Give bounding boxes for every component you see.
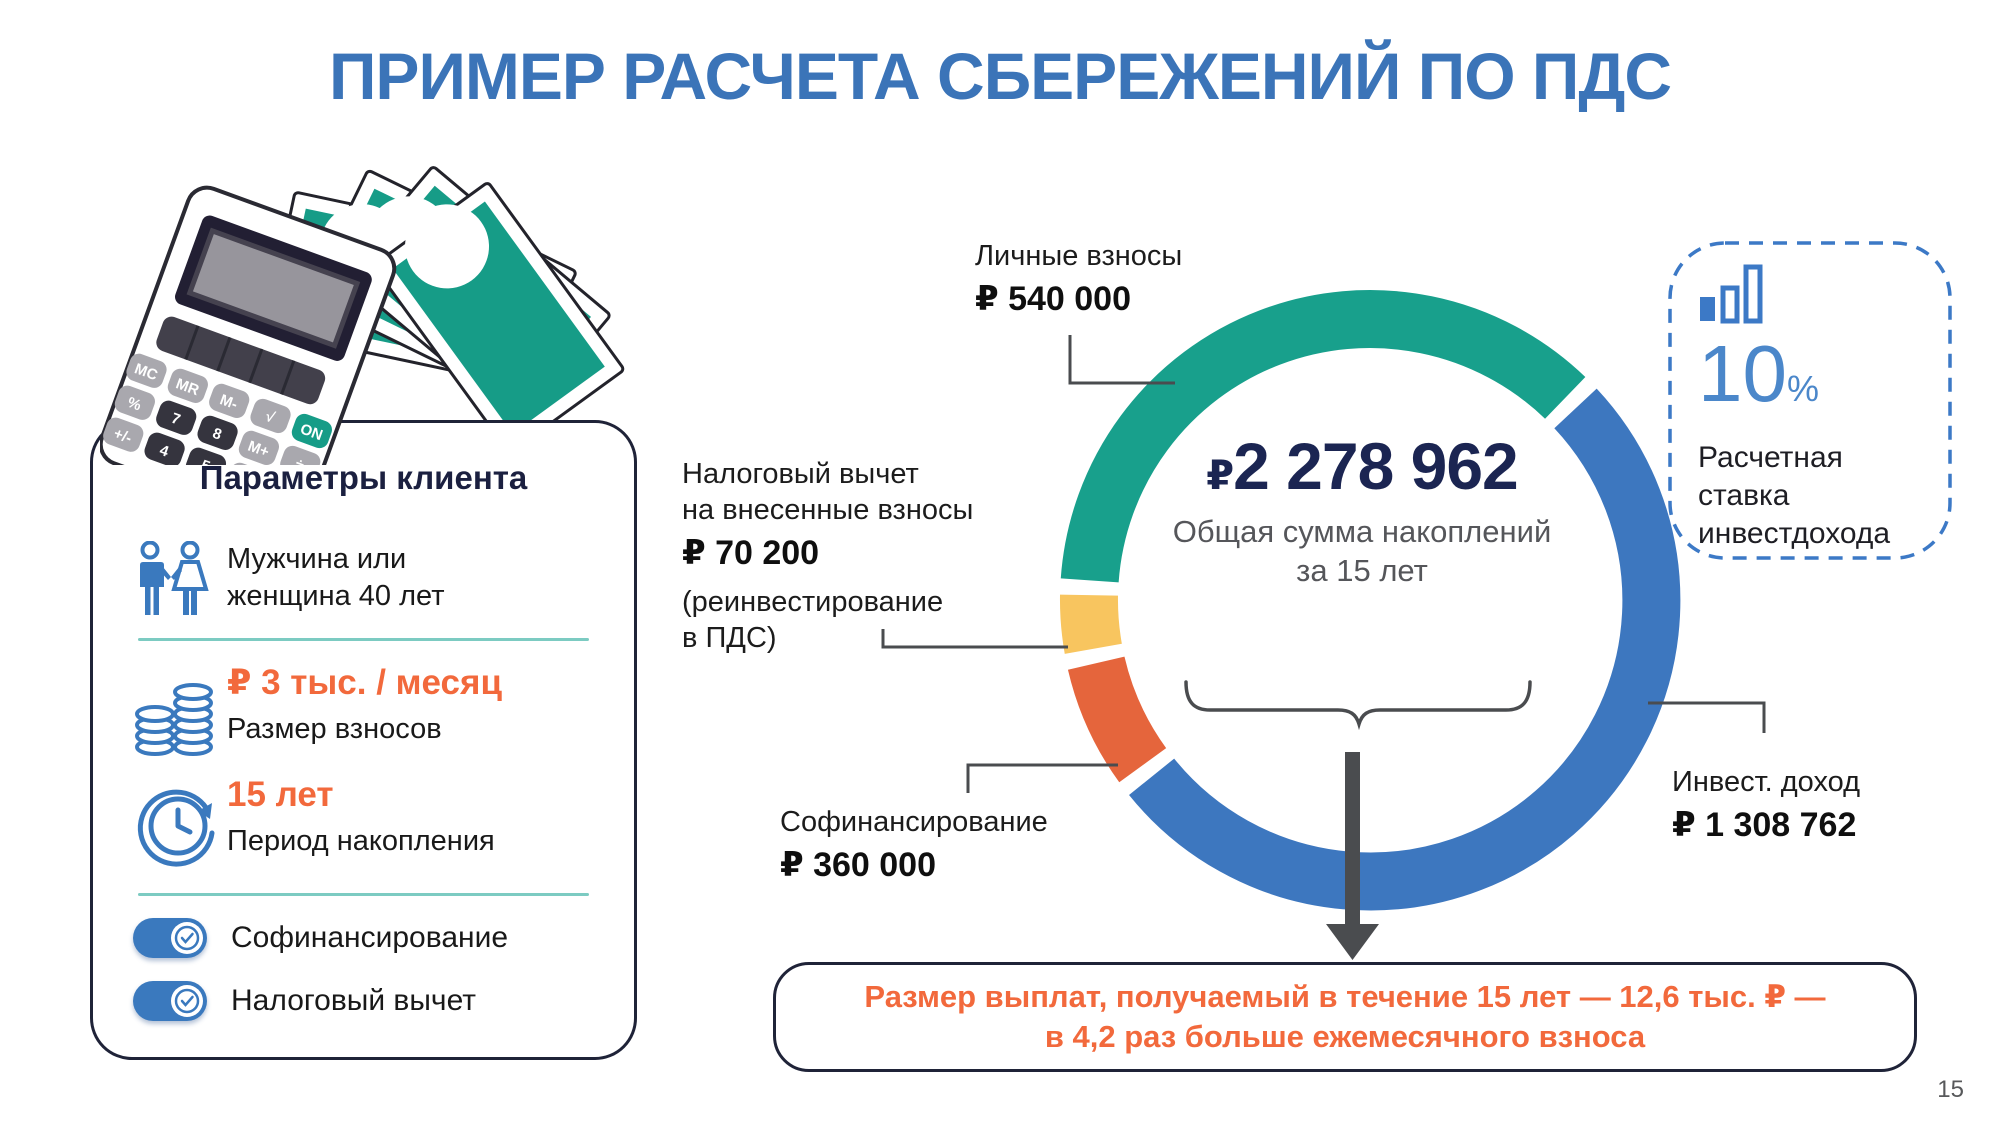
payout-summary-box: Размер выплат, получаемый в течение 15 л…: [773, 962, 1917, 1072]
donut-chart: [1060, 290, 1681, 911]
client-parameters-card: Параметры клиента Мужчина или женщина 40…: [90, 420, 637, 1060]
page-number: 15: [1937, 1076, 1964, 1103]
donut-center-text: ₽2 278 962 Общая сумма накоплений за 15 …: [1152, 428, 1572, 590]
tax-caption-line1: Налоговый вычет: [682, 458, 919, 490]
personal-connector: [1068, 335, 1175, 385]
client-age-line2: женщина 40 лет: [227, 580, 445, 612]
payout-line2: в 4,2 раз больше ежемесячного взноса: [1044, 1019, 1646, 1054]
total-caption-line1: Общая сумма накоплений: [1172, 514, 1552, 549]
cofinancing-toggle-row: Софинансирование: [133, 918, 508, 958]
man-woman-icon: [133, 540, 215, 624]
client-age-row: Мужчина или женщина 40 лет: [93, 540, 634, 641]
down-arrow: [1326, 752, 1379, 960]
period-value: 15 лет: [227, 775, 334, 814]
contribution-row: ₽ 3 тыс. / месяц Размер взносов: [93, 663, 634, 773]
banknote: [373, 182, 625, 454]
cofinancing-connector: [966, 763, 1118, 793]
tax-deduction-toggle-row: Налоговый вычет: [133, 981, 476, 1021]
tax-deduction-toggle-label: Налоговый вычет: [231, 984, 476, 1017]
period-row: 15 лет Период накопления: [93, 775, 634, 885]
client-age-line1: Мужчина или: [227, 543, 407, 575]
bar-chart-icon: [1698, 264, 1768, 329]
cofinancing-callout: Софинансирование ₽ 360 000: [780, 804, 1048, 886]
contribution-value: ₽ 3 тыс. / месяц: [227, 663, 502, 702]
callout-connectors: [881, 335, 1766, 793]
personal-caption: Личные взносы: [975, 240, 1183, 272]
coins-icon: [133, 671, 217, 768]
svg-text:ON: ON: [298, 421, 325, 445]
tax-deduction-toggle[interactable]: [133, 981, 207, 1021]
clock-icon: [135, 781, 221, 874]
brace: [1184, 680, 1532, 731]
tax-note-line2: в ПДС): [682, 622, 777, 654]
calculator-illustration: MC MR M- √ ON % 7 8 M+ ÷ +/- 4 5 x -: [100, 185, 397, 465]
invest-caption: Инвест. доход: [1672, 766, 1861, 798]
cofinancing-toggle[interactable]: [133, 918, 207, 958]
tax-connector: [881, 629, 1068, 649]
divider: [138, 893, 589, 896]
toggle-knob: [171, 985, 203, 1017]
invest-amount: ₽ 1 308 762: [1672, 806, 1857, 844]
donut-segment-Софинансирование: [1067, 656, 1167, 783]
tax-amount: ₽ 70 200: [682, 534, 820, 572]
donut-segment-Налоговый вычет на внесенные взносы: [1060, 594, 1122, 654]
page-title: ПРИМЕР РАСЧЕТА СБЕРЕЖЕНИЙ ПО ПДС: [328, 39, 1672, 113]
tax-caption-line2: на внесенные взносы: [682, 494, 974, 526]
invest-income-callout: Инвест. доход ₽ 1 308 762: [1672, 764, 1860, 846]
svg-text:÷: ÷: [293, 455, 307, 465]
toggle-knob: [171, 922, 203, 954]
rate-box-border: [1668, 241, 1952, 560]
donut-segment-Инвест. доход: [1129, 388, 1681, 911]
ruble-sign: ₽: [1206, 454, 1234, 498]
tax-deduction-callout: Налоговый вычет на внесенные взносы ₽ 70…: [682, 456, 973, 656]
donut-segment-Личные взносы: [1060, 290, 1586, 583]
invest-connector: [1648, 701, 1766, 733]
svg-text:M-: M-: [218, 391, 240, 413]
card-title: Параметры клиента: [199, 459, 528, 496]
contribution-label: Размер взносов: [227, 713, 442, 745]
svg-text:+/-: +/-: [111, 425, 134, 447]
personal-amount: ₽ 540 000: [975, 280, 1132, 318]
rate-value: 10%: [1698, 329, 1819, 418]
payout-line1: Размер выплат, получаемый в течение 15 л…: [864, 979, 1826, 1014]
total-caption-line2: за 15 лет: [1296, 553, 1428, 588]
investment-rate-box: 10% Расчетная ставка инвестдохода: [1670, 243, 1950, 558]
divider: [138, 638, 589, 641]
cofinancing-amount: ₽ 360 000: [780, 846, 937, 884]
personal-contributions-callout: Личные взносы ₽ 540 000: [975, 238, 1182, 320]
svg-text:5: 5: [199, 457, 213, 465]
period-label: Период накопления: [227, 825, 495, 857]
tax-note-line1: (реинвестирование: [682, 586, 944, 618]
total-amount: ₽2 278 962: [1206, 429, 1518, 503]
rate-caption: Расчетная ставка инвестдохода: [1698, 441, 1891, 550]
cofinancing-caption: Софинансирование: [780, 806, 1048, 838]
svg-text:M+: M+: [246, 438, 272, 461]
cofinancing-toggle-label: Софинансирование: [231, 921, 509, 954]
svg-text:%: %: [125, 394, 143, 415]
percent-sign: %: [1786, 368, 1819, 409]
